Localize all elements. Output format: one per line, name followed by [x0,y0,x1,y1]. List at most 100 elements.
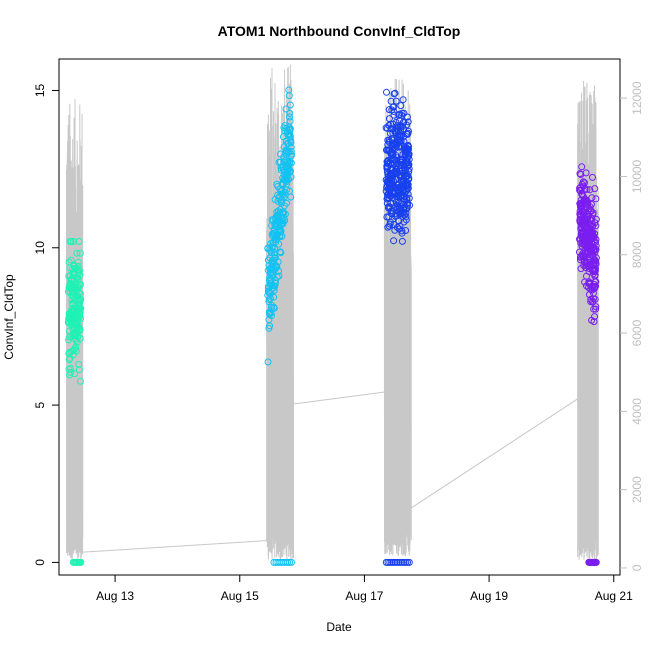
y-tick-label: 15 [33,83,47,97]
data-point [592,242,600,250]
data-point [582,169,590,177]
data-point [591,283,599,291]
data-point [398,237,406,245]
data-point [277,249,285,257]
altitude-trace-3 [577,80,599,560]
data-point [266,310,274,318]
x-axis: Aug 13 Aug 15 Aug 17 Aug 19 Aug 21 [96,575,633,603]
x-tick-label: Aug 13 [96,589,134,603]
data-point-zero [77,558,85,566]
x-tick-label: Aug 17 [345,589,383,603]
data-point [271,265,279,273]
data-point [589,297,597,305]
data-point [590,318,598,326]
data-point [286,125,294,133]
data-point [72,347,80,355]
plot-area [58,58,621,576]
data-point [391,89,399,97]
data-point [73,249,81,257]
data-point [405,174,413,182]
data-point [581,186,589,193]
data-point [400,137,408,145]
data-point [405,155,413,163]
data-point [267,276,275,283]
data-point [280,193,288,201]
data-point [264,358,272,366]
y2-tick-label: 6000 [630,319,644,346]
data-point [395,217,403,225]
data-point [591,295,599,303]
data-point [589,209,597,217]
data-point [282,105,290,113]
data-point [287,136,295,144]
data-point [396,138,404,146]
data-point [77,290,84,298]
data-point [405,127,412,135]
data-point [397,102,405,110]
data-point [404,190,412,198]
y2-tick-label: 12000 [630,81,644,115]
data-point [398,227,406,235]
data-point [592,303,600,311]
data-point [76,271,84,279]
data-point [592,246,600,254]
data-point [402,216,410,224]
data-point [283,178,291,185]
data-point [579,178,587,186]
data-point [404,118,412,126]
data-point [265,295,273,303]
data-point [265,288,273,296]
data-point [264,256,272,264]
data-point [285,176,293,183]
altitude-connector-1 [291,391,387,405]
data-point [405,150,413,158]
y2-tick-label: 10000 [630,159,644,193]
data-point [588,200,595,208]
data-point [273,263,281,271]
data-point [67,368,75,376]
altitude-trace-2 [383,78,412,557]
data-point [74,258,82,266]
y2-tick-label: 8000 [630,241,644,268]
data-point [286,113,293,121]
data-point [286,101,294,109]
data-point [287,143,295,151]
data-point [270,286,278,294]
y2-tick-label: 2000 [630,476,644,503]
data-point [592,238,599,246]
data-point [281,210,289,218]
data-point [275,267,283,275]
data-point [77,315,85,323]
data-point [390,108,398,115]
data-point [287,159,295,167]
data-point [275,272,283,280]
data-point [591,219,599,227]
data-point [392,97,400,105]
data-point [279,220,287,228]
data-point [274,258,282,266]
data-point [271,245,278,253]
data-point [592,278,600,286]
data-point [272,279,279,287]
data-point [405,145,413,153]
y-tick-label: 5 [33,401,47,408]
data-point [287,139,295,147]
data-point [405,194,413,202]
data-point [75,267,83,274]
x-tick-label: Aug 21 [595,589,633,603]
data-point [390,237,398,245]
data-point [286,109,294,117]
data-point-zero [286,558,294,566]
data-point [67,364,74,372]
data-point [75,238,83,245]
data-point [592,215,600,223]
data-point [404,199,412,207]
altitude-trace-0 [66,99,84,561]
data-point [76,281,84,288]
altitude-connector-2 [409,397,580,510]
y-tick-label: 0 [33,559,47,566]
data-point [580,179,588,186]
altitude-connector-0 [80,540,268,553]
data-point [76,334,84,342]
data-point [71,345,79,353]
